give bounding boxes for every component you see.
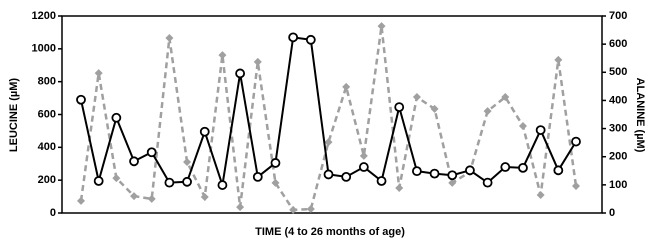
data-point bbox=[306, 205, 315, 214]
data-point bbox=[183, 158, 192, 167]
data-point bbox=[554, 55, 563, 64]
y2-tick-label: 300 bbox=[609, 122, 627, 134]
data-point bbox=[182, 176, 192, 187]
y2-tick-label: 100 bbox=[609, 179, 627, 191]
series-line bbox=[79, 25, 578, 212]
data-point bbox=[130, 192, 139, 201]
data-point bbox=[376, 176, 387, 186]
data-point bbox=[235, 68, 246, 79]
data-point bbox=[535, 125, 546, 135]
y-tick-label: 1000 bbox=[32, 43, 56, 55]
data-point bbox=[165, 33, 174, 42]
data-point bbox=[518, 122, 527, 131]
data-point bbox=[112, 174, 121, 183]
data-point bbox=[359, 151, 368, 160]
data-point bbox=[129, 156, 139, 167]
data-point bbox=[430, 104, 439, 113]
y2-tick-label: 200 bbox=[609, 151, 627, 163]
y-tick-label: 1200 bbox=[32, 10, 56, 22]
y-tick-label: 800 bbox=[38, 76, 56, 88]
data-point bbox=[252, 171, 263, 182]
data-point bbox=[288, 32, 299, 43]
x-axis-label: TIME (4 to 26 months of age) bbox=[255, 226, 405, 238]
y2-tick-label: 700 bbox=[609, 10, 627, 22]
data-point bbox=[342, 82, 351, 91]
data-point bbox=[429, 168, 440, 179]
data-point bbox=[236, 203, 245, 212]
data-point bbox=[501, 93, 510, 102]
data-point bbox=[411, 166, 422, 177]
data-point bbox=[94, 69, 103, 78]
data-point bbox=[200, 192, 209, 201]
data-point bbox=[358, 162, 369, 172]
data-point bbox=[572, 181, 580, 190]
data-point bbox=[553, 165, 564, 176]
data-point bbox=[199, 126, 210, 137]
y2-axis-label: ALANINE (µM) bbox=[634, 78, 646, 153]
data-point bbox=[324, 138, 333, 147]
y-tick-label: 600 bbox=[38, 108, 56, 120]
y2-tick-label: 500 bbox=[609, 66, 627, 78]
plot-frame bbox=[61, 15, 603, 214]
y2-tick-label: 0 bbox=[609, 207, 615, 219]
data-point bbox=[76, 94, 86, 105]
data-point bbox=[164, 177, 175, 188]
data-point bbox=[483, 107, 492, 116]
data-point bbox=[394, 102, 405, 113]
data-point bbox=[289, 205, 298, 214]
data-point bbox=[305, 34, 316, 45]
data-point bbox=[111, 112, 122, 123]
data-point bbox=[571, 136, 581, 147]
data-point bbox=[518, 162, 528, 173]
data-point bbox=[253, 57, 262, 66]
y-tick-label: 200 bbox=[38, 174, 56, 186]
data-point bbox=[323, 169, 334, 180]
data-point bbox=[93, 176, 104, 186]
y-tick-label: 0 bbox=[50, 207, 56, 219]
data-point bbox=[536, 190, 545, 199]
data-point bbox=[377, 22, 386, 31]
data-point bbox=[447, 170, 458, 181]
data-point bbox=[271, 178, 280, 187]
y-axis-label: LEUCINE (µM) bbox=[8, 78, 20, 153]
data-point bbox=[217, 180, 228, 190]
data-point bbox=[270, 158, 281, 168]
data-point bbox=[395, 183, 404, 192]
data-point bbox=[482, 177, 493, 188]
data-point bbox=[448, 178, 457, 187]
data-point bbox=[341, 171, 352, 182]
data-point bbox=[412, 93, 421, 102]
data-point bbox=[146, 147, 157, 158]
data-point bbox=[218, 51, 227, 60]
y2-tick-label: 400 bbox=[609, 94, 627, 106]
y-tick-label: 400 bbox=[38, 141, 56, 153]
data-point bbox=[77, 196, 85, 205]
y2-tick-label: 600 bbox=[609, 38, 627, 50]
data-point bbox=[500, 162, 511, 172]
data-point bbox=[465, 165, 475, 176]
data-point bbox=[147, 194, 156, 203]
